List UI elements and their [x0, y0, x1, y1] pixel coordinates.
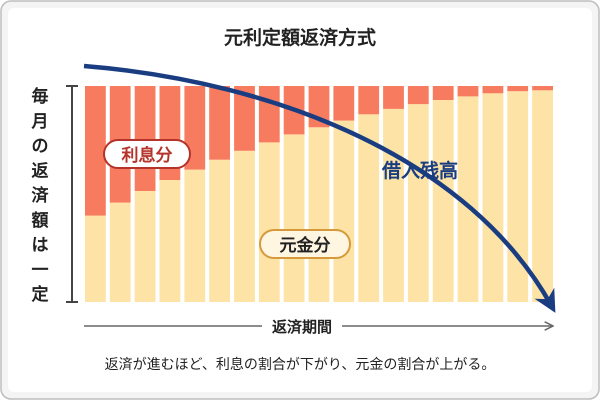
- interest-bar: [532, 86, 553, 91]
- interest-bar: [383, 86, 404, 109]
- interest-bar: [85, 86, 106, 216]
- chart-note: 返済が進むほど、利息の割合が下がり、元金の割合が上がる。: [105, 356, 496, 373]
- principal-label-badge: 元金分: [259, 229, 351, 259]
- interest-label-badge: 利息分: [103, 139, 191, 169]
- x-label-bg: [262, 314, 342, 338]
- principal-bar: [432, 100, 454, 302]
- chart-title: 元利定額返済方式: [224, 26, 376, 49]
- principal-bar: [333, 120, 355, 302]
- principal-bar: [532, 90, 553, 302]
- principal-bar: [134, 191, 156, 302]
- principal-bar: [457, 96, 479, 303]
- balance-curve-arrow: [83, 63, 556, 313]
- principal-bar: [308, 127, 330, 302]
- principal-bar: [358, 114, 380, 302]
- y-axis-bracket: [66, 85, 78, 303]
- principal-bar: [184, 169, 206, 302]
- principal-bar: [482, 93, 504, 302]
- principal-bar: [258, 142, 280, 302]
- interest-label: 利息分: [122, 145, 173, 166]
- principal-label: 元金分: [280, 235, 331, 256]
- interest-bar: [234, 86, 255, 151]
- interest-bar: [134, 86, 156, 191]
- principal-bar: [234, 150, 255, 302]
- principal-bar: [159, 180, 181, 302]
- principal-bar: [109, 202, 131, 302]
- interest-bar: [258, 86, 280, 143]
- interest-bar: [457, 86, 479, 97]
- interest-bar: [482, 86, 504, 94]
- interest-bar: [358, 86, 380, 115]
- principal-bar: [507, 91, 529, 302]
- interest-bar: [209, 86, 230, 160]
- interest-bar: [407, 86, 429, 105]
- principal-bar: [383, 108, 404, 303]
- principal-bar: [407, 104, 429, 302]
- balance-label: 借入残高: [381, 159, 458, 182]
- interest-bar: [432, 86, 454, 100]
- y-axis-label: 毎月の返済額は一定: [31, 86, 50, 305]
- principal-bar: [283, 134, 305, 302]
- interest-bar: [333, 86, 355, 121]
- principal-bar: [85, 215, 106, 302]
- interest-bar: [507, 86, 529, 92]
- x-axis-label: 返済期間: [272, 318, 332, 336]
- principal-bar: [209, 159, 230, 302]
